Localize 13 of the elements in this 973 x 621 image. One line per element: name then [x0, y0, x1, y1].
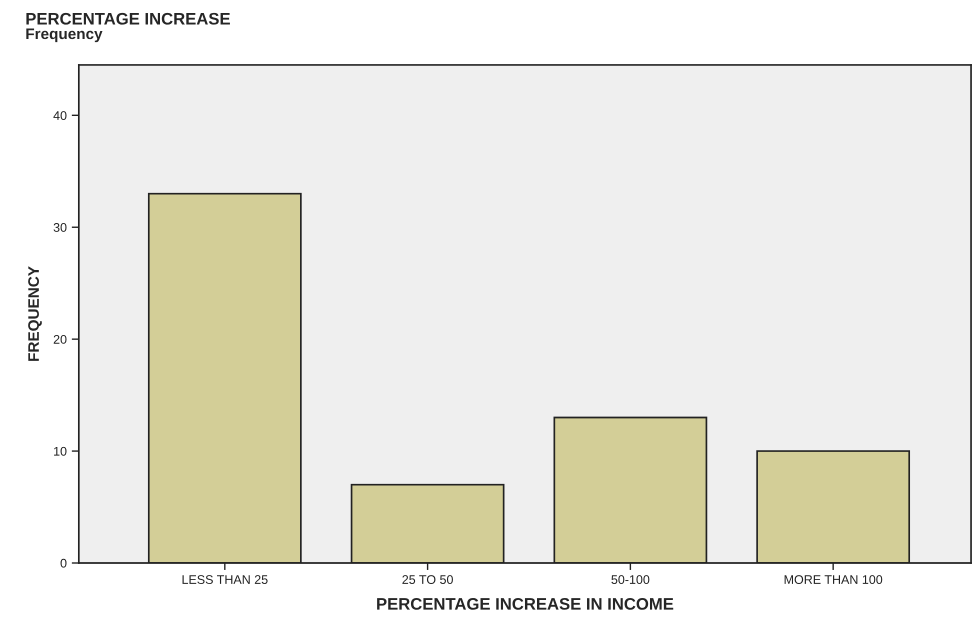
x-tick-label: MORE THAN 100	[784, 575, 882, 584]
chart-subtitle: Frequency	[26, 28, 102, 42]
y-tick-label: 10	[54, 446, 67, 456]
x-tick-label: 50-100	[611, 575, 650, 584]
x-tick-label: LESS THAN 25	[182, 575, 268, 584]
y-tick-label: 30	[54, 223, 67, 232]
chart-title: PERCENTAGE INCREASE	[26, 12, 230, 25]
y-tick-label: 0	[60, 558, 67, 568]
y-axis-title: FREQUENCY	[28, 266, 42, 361]
x-axis-title: PERCENTAGE INCREASE IN INCOME	[377, 598, 674, 610]
y-tick-label: 20	[54, 334, 67, 344]
x-tick-label: 25 TO 50	[402, 575, 453, 584]
y-tick-label: 40	[53, 111, 67, 120]
